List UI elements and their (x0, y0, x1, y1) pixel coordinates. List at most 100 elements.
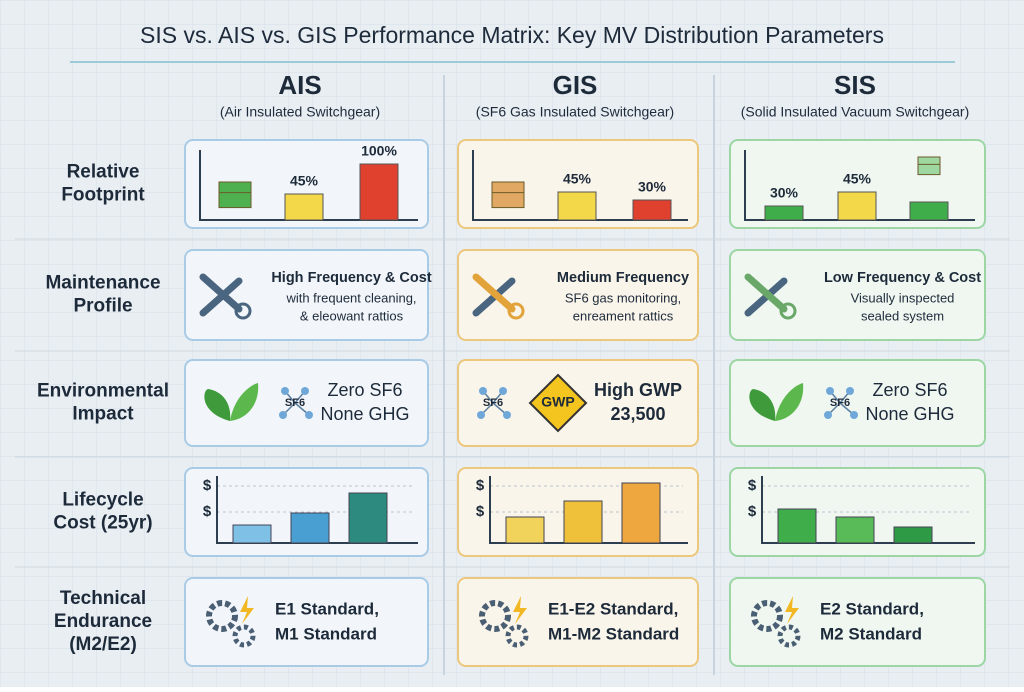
bolt-icon (240, 596, 254, 624)
molecule-atom (281, 387, 289, 395)
cell (729, 249, 986, 341)
molecule-atom (850, 411, 858, 419)
warning-badge (528, 373, 588, 433)
gear-icon (206, 600, 238, 632)
leaf-icon (204, 389, 231, 421)
column-subtitle: (Air Insulated Switchgear) (220, 104, 380, 120)
wrench-icon (472, 273, 516, 313)
footprint-bar (557, 191, 597, 221)
wrench-icon (744, 273, 788, 313)
footprint-label: 30% (770, 185, 799, 201)
gear-icon (777, 624, 801, 648)
maintenance-text: SF6 gas monitoring, (565, 290, 681, 305)
cost-bar (505, 516, 545, 544)
gear-icon (234, 302, 252, 320)
bolt-icon (785, 596, 799, 624)
footprint-label: 45% (563, 171, 592, 187)
molecule-label: SF6 (830, 397, 850, 409)
cost-bar (621, 482, 661, 544)
molecule-label: SF6 (285, 397, 305, 409)
maintenance-text: with frequent cleaning, (285, 290, 416, 305)
footprint-bar (837, 191, 877, 221)
molecule-atom (301, 387, 309, 395)
axis (472, 150, 688, 221)
badge-label: GWP (541, 394, 574, 410)
axis-label: $ (203, 503, 212, 520)
box-icon (917, 156, 941, 176)
row-label: Technical (60, 588, 146, 609)
footprint-bar (359, 163, 399, 221)
maintenance-text: sealed system (861, 308, 944, 323)
footprint-label: 45% (290, 173, 319, 189)
axis-label: $ (748, 477, 757, 494)
row-label: Footprint (61, 185, 145, 206)
maintenance-text: Visually inspected (851, 290, 955, 305)
cost-bar (563, 500, 603, 544)
row-label: Lifecycle (62, 490, 143, 511)
wrench-icon (199, 273, 243, 313)
axis (744, 150, 975, 221)
impact-text: Zero SF6 (327, 380, 402, 400)
row-label: Endurance (54, 611, 152, 632)
gear-icon (751, 600, 783, 632)
endurance-text: M1 Standard (275, 624, 377, 643)
bolt-icon (513, 596, 527, 624)
maintenance-text: enreament rattics (573, 308, 674, 323)
column-subtitle: (Solid Insulated Vacuum Switchgear) (741, 104, 970, 120)
impact-text: High GWP (594, 380, 682, 400)
cell (457, 577, 699, 667)
cell (729, 577, 986, 667)
footprint-bar (284, 193, 324, 221)
leaf-icon (749, 389, 776, 421)
gear-icon (505, 624, 529, 648)
cost-bar (835, 516, 875, 544)
box-icon (491, 181, 525, 209)
molecule-atom (826, 387, 834, 395)
endurance-text: E1 Standard, (275, 599, 379, 618)
molecule-label: SF6 (483, 397, 503, 409)
footprint-label: 45% (843, 171, 872, 187)
molecule-atom (279, 411, 287, 419)
cell (729, 359, 986, 447)
column-name: GIS (553, 70, 598, 100)
molecule-atom (477, 411, 485, 419)
footprint-label: 30% (638, 179, 667, 195)
cell (184, 359, 429, 447)
maintenance-heading: Low Frequency & Cost (824, 270, 981, 286)
molecule-atom (479, 387, 487, 395)
row-label: (M2/E2) (69, 634, 137, 655)
row-label: Impact (72, 404, 134, 425)
row-label: Profile (73, 296, 132, 317)
molecule-atom (499, 387, 507, 395)
molecule-atom (824, 411, 832, 419)
endurance-text: M2 Standard (820, 624, 922, 643)
molecule-atom (305, 411, 313, 419)
row-label: Maintenance (45, 273, 160, 294)
gear-icon (479, 600, 511, 632)
endurance-text: M1-M2 Standard (548, 624, 679, 643)
cost-bar (777, 508, 817, 544)
maintenance-heading: High Frequency & Cost (271, 270, 431, 286)
cell (184, 577, 429, 667)
axis-label: $ (748, 503, 757, 520)
box-icon (218, 181, 252, 209)
column-subtitle: (SF6 Gas Insulated Switchgear) (476, 104, 674, 120)
cost-bar (232, 524, 272, 544)
leaf-icon (230, 383, 259, 421)
axis-label: $ (476, 477, 485, 494)
column-name: SIS (834, 70, 876, 100)
footprint-bar (632, 199, 672, 221)
footprint-bar (764, 205, 804, 221)
footprint-label: 100% (361, 143, 397, 159)
impact-text: None GHG (320, 404, 409, 424)
row-label: Environmental (37, 381, 169, 402)
leaf-icon (775, 383, 804, 421)
endurance-text: E2 Standard, (820, 599, 924, 618)
row-label: Relative (67, 162, 140, 183)
gear-icon (507, 302, 525, 320)
maintenance-heading: Medium Frequency (557, 270, 689, 286)
cost-bar (348, 492, 388, 544)
